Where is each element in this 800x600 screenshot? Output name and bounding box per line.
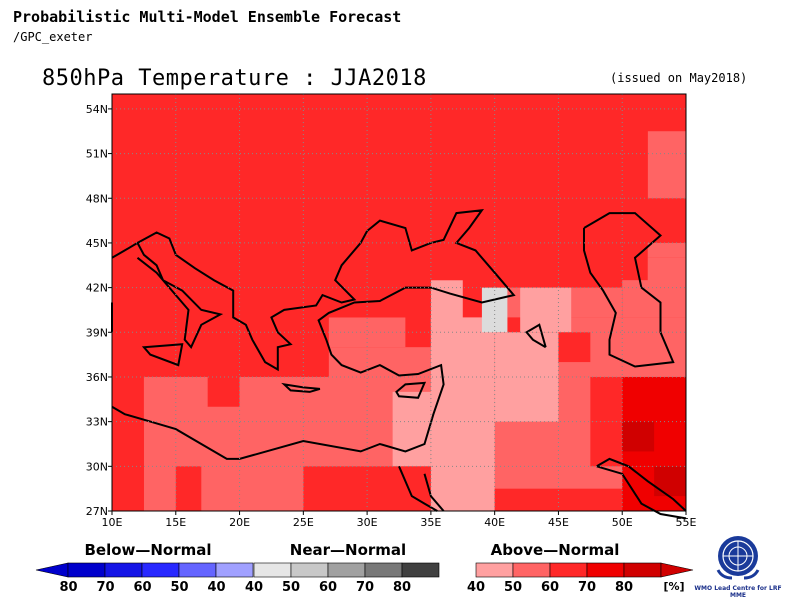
map-frame [111,93,687,512]
lat-tick-label: 27N [86,505,108,518]
lon-tick-label: 45E [548,516,569,529]
forecast-cell [494,488,623,511]
legend-near-swatch [290,562,329,578]
legend-above-swatch [623,562,662,578]
legend-above-arrow [660,562,694,578]
legend-below-arrow [35,562,69,578]
lon-tick-label: 30E [357,516,378,529]
legend-near-tick: 70 [355,580,375,595]
legend-above-swatch [475,562,514,578]
lon-tick-label: 20E [229,516,250,529]
lon-tick-label: 35E [420,516,441,529]
coastline [398,465,438,512]
lon-tick-label: 55E [676,516,697,529]
legend-below-tick: 40 [207,580,226,595]
forecast-cell [647,131,686,199]
legend-below-swatch [141,562,180,578]
forecast-cell [590,421,623,467]
lat-tick-label: 39N [86,326,108,339]
coastline [525,323,547,349]
coastline [423,473,445,512]
forecast-cell [430,94,648,281]
lat-tick-label: 48N [86,192,108,205]
wmo-logo-icon [688,530,788,598]
legend-below-label: Below—Normal [84,541,212,559]
legend-near-swatch [327,562,366,578]
coastline [596,465,687,520]
legend-near-swatch [253,562,292,578]
map-title: 850hPa Temperature : JJA2018 [42,66,427,91]
legend-below-swatch [215,562,254,578]
island-coastline [281,382,321,393]
legend-above-tick: 70 [577,580,597,595]
legend-near-label: Near—Normal [289,541,407,559]
legend-above-tick: 40 [466,580,486,595]
legend-above-swatch [549,562,588,578]
legend-near-tick: 50 [281,580,301,595]
island-coastline [395,381,427,399]
forecast-cell [558,332,591,363]
legend-above-tick: 50 [503,580,523,595]
issued-date: (issued on May2018) [610,71,748,85]
lat-tick-label: 30N [86,460,108,473]
forecast-cell [430,317,495,511]
forecast-cell [392,391,431,467]
legend-below-swatch [104,562,143,578]
lat-tick-label: 54N [86,103,108,116]
forecast-cell [520,287,572,333]
legend-below-swatch [67,562,106,578]
legend-unit: [%] [663,580,685,593]
coastline [583,212,675,368]
forecast-cell [112,94,431,318]
legend-below-swatch [178,562,217,578]
legend-above-swatch [512,562,551,578]
forecast-cell [303,466,431,511]
forecast-cell [112,421,144,511]
legend-below-tick: 50 [170,580,189,595]
lon-tick-label: 15E [165,516,186,529]
lat-tick-label: 36N [86,371,108,384]
legend-near-tick: 80 [392,580,412,595]
coastline [111,208,516,460]
forecast-cell [622,421,655,452]
legend-above-label: Above—Normal [490,541,620,559]
lat-tick-label: 45N [86,237,108,250]
coastline [596,457,687,512]
lat-tick-label: 51N [86,148,108,161]
legend-near-tick: 40 [244,580,264,595]
lon-tick-label: 25E [293,516,314,529]
lon-tick-label: 50E [612,516,633,529]
lon-tick-label: 40E [484,516,505,529]
lat-tick-label: 33N [86,416,108,429]
forecast-cell [430,280,463,325]
legend-near-tick: 60 [318,580,338,595]
forecast-cell [494,332,559,422]
lon-tick-label: 10E [102,516,123,529]
legend-above-tick: 80 [614,580,634,595]
legend-near-swatch [364,562,403,578]
header-source: /GPC_exeter [13,30,93,44]
header-title: Probabilistic Multi-Model Ensemble Forec… [13,8,402,26]
legend-above-swatch [586,562,625,578]
legend-above-tick: 60 [540,580,560,595]
forecast-cell [175,466,202,511]
logo-caption: WMO Lead Centre for LRF MME [694,585,782,599]
legend-below-tick: 60 [133,580,152,595]
lat-tick-label: 42N [86,282,108,295]
legend-below-tick: 80 [59,580,78,595]
island-coastline [141,343,184,367]
legend-near-swatch [401,562,440,578]
coastline [136,242,224,350]
forecast-cell [654,466,686,497]
forecast-cell [481,287,508,333]
forecast-cell [590,376,623,422]
legend-below-tick: 70 [96,580,115,595]
